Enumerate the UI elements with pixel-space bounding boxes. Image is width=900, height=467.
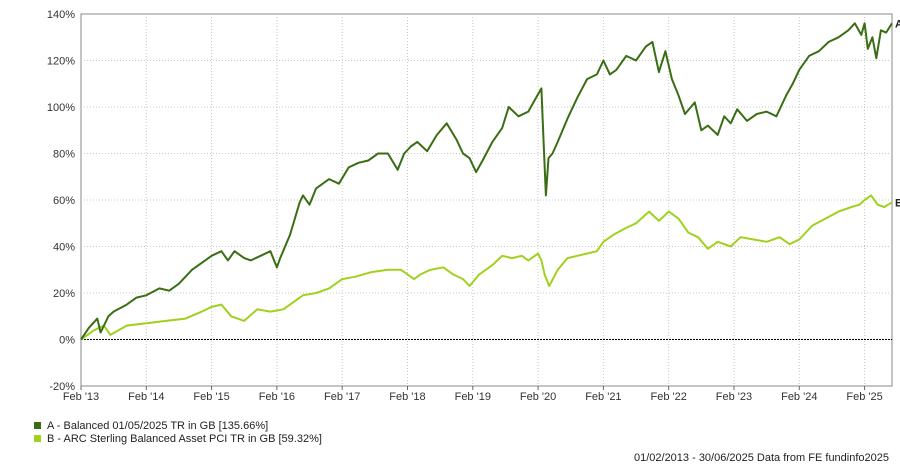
x-tick-label: Feb '18 — [389, 391, 425, 403]
x-tick-label: Feb '24 — [781, 391, 817, 403]
x-tick-label: Feb '20 — [520, 391, 556, 403]
series-end-label-b: B — [895, 197, 900, 209]
legend-swatch-b — [34, 435, 41, 442]
x-tick-label: Feb '23 — [716, 391, 752, 403]
legend-label-b: B - ARC Sterling Balanced Asset PCI TR i… — [47, 432, 322, 445]
legend: A - Balanced 01/05/2025 TR in GB [135.66… — [34, 419, 322, 445]
series-line-b — [80, 194, 893, 341]
x-tick-label: Feb '15 — [193, 391, 229, 403]
legend-item-b[interactable]: B - ARC Sterling Balanced Asset PCI TR i… — [34, 432, 322, 445]
series-line-a — [80, 22, 893, 341]
y-tick-label: 100% — [47, 102, 75, 114]
x-tick-label: Feb '25 — [846, 391, 882, 403]
y-tick-label: 20% — [53, 288, 75, 300]
y-tick-label: 40% — [53, 242, 75, 254]
y-tick-label: 0% — [59, 335, 75, 347]
x-tick-label: Feb '17 — [324, 391, 360, 403]
legend-item-a[interactable]: A - Balanced 01/05/2025 TR in GB [135.66… — [34, 419, 322, 432]
x-tick-label: Feb '16 — [259, 391, 295, 403]
x-tick-label: Feb '13 — [63, 391, 99, 403]
y-tick-label: -20% — [49, 381, 75, 393]
y-tick-label: 60% — [53, 195, 75, 207]
date-range-footer: 01/02/2013 - 30/06/2025 Data from FE fun… — [633, 452, 889, 464]
y-tick-label: 120% — [47, 56, 75, 68]
x-tick-label: Feb '14 — [128, 391, 164, 403]
line-chart: -20% 0% 20% 40% 60% 80% 100% 120% 140% Feb '13 Feb… — [47, 9, 900, 403]
y-tick-label: 140% — [47, 9, 75, 21]
x-tick-label: Feb '22 — [651, 391, 687, 403]
y-tick-label: 80% — [53, 149, 75, 161]
legend-label-a: A - Balanced 01/05/2025 TR in GB [135.66… — [47, 419, 269, 432]
series-end-label-a: A — [895, 18, 900, 30]
x-tick-label: Feb '21 — [585, 391, 621, 403]
legend-swatch-a — [34, 422, 41, 429]
x-tick-label: Feb '19 — [455, 391, 491, 403]
